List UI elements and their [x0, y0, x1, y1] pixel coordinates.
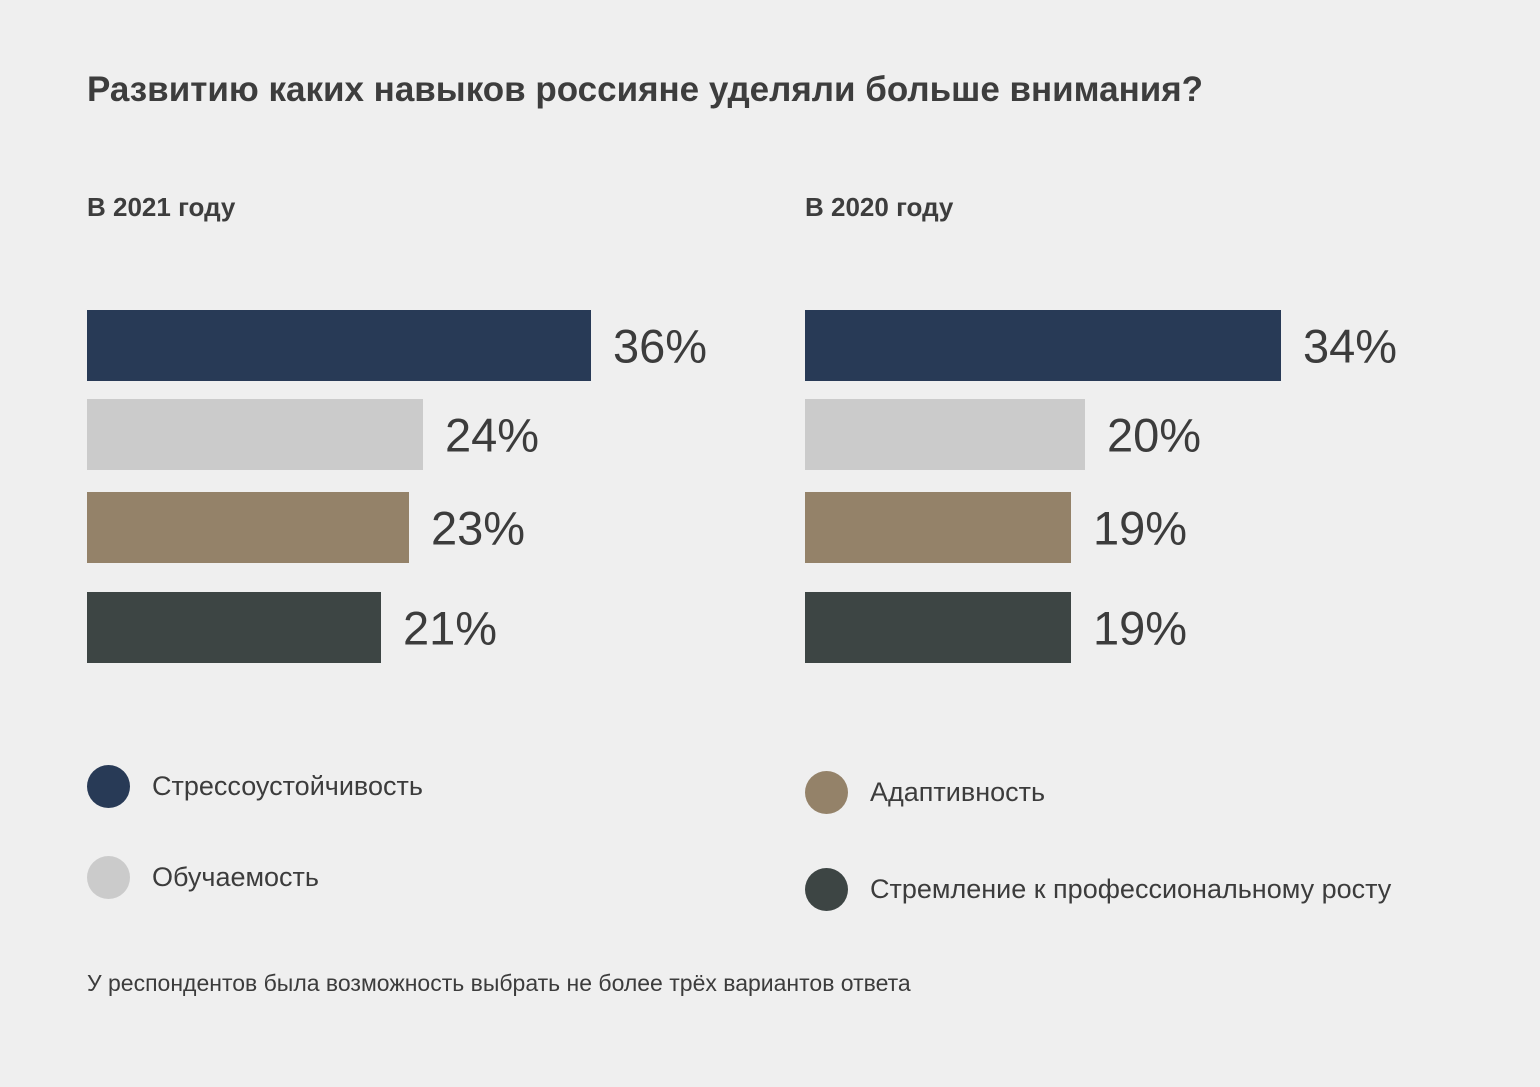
bar-learn-0 — [87, 399, 423, 470]
value-label-learn-0: 24% — [445, 409, 539, 462]
bar-stress-1 — [805, 310, 1281, 381]
value-label-growth-0: 21% — [403, 602, 497, 655]
bar-chart-2021: 36% 24% 23% 21% — [87, 310, 707, 663]
chart-panel-2020: В 2020 году 34% 20% 19% 19% Адаптивность Ст… — [805, 0, 1505, 1087]
value-label-growth-1: 19% — [1093, 602, 1187, 655]
panel-subtitle-2020: В 2020 году — [805, 192, 954, 222]
legend-dot-growth — [805, 868, 848, 911]
bar-chart-2020: 34% 20% 19% 19% — [805, 310, 1397, 663]
legend-label-stress: Стрессоустойчивость — [152, 771, 423, 801]
panel-subtitle-2021: В 2021 году — [87, 192, 236, 222]
chart-panel-2021: В 2021 году 36% 24% 23% 21% Стрессоустойчив… — [87, 0, 747, 1087]
bar-growth-0 — [87, 592, 381, 663]
value-label-adapt-0: 23% — [431, 502, 525, 555]
legend-label-adapt: Адаптивность — [870, 777, 1046, 807]
legend-dot-learn — [87, 856, 130, 899]
value-label-stress-1: 34% — [1303, 320, 1397, 373]
legend-label-learn: Обучаемость — [152, 862, 319, 892]
legend-dot-stress — [87, 765, 130, 808]
bar-adapt-0 — [87, 492, 409, 563]
bar-learn-1 — [805, 399, 1085, 470]
value-label-stress-0: 36% — [613, 320, 707, 373]
bar-stress-0 — [87, 310, 591, 381]
bar-adapt-1 — [805, 492, 1071, 563]
legend-label-growth: Стремление к профессиональному росту — [870, 874, 1392, 904]
bar-growth-1 — [805, 592, 1071, 663]
footnote: У респондентов была возможность выбрать … — [87, 970, 911, 996]
legend-dot-adapt — [805, 771, 848, 814]
value-label-learn-1: 20% — [1107, 409, 1201, 462]
chart-title: Развитию каких навыков россияне уделяли … — [87, 70, 1204, 109]
value-label-adapt-1: 19% — [1093, 502, 1187, 555]
